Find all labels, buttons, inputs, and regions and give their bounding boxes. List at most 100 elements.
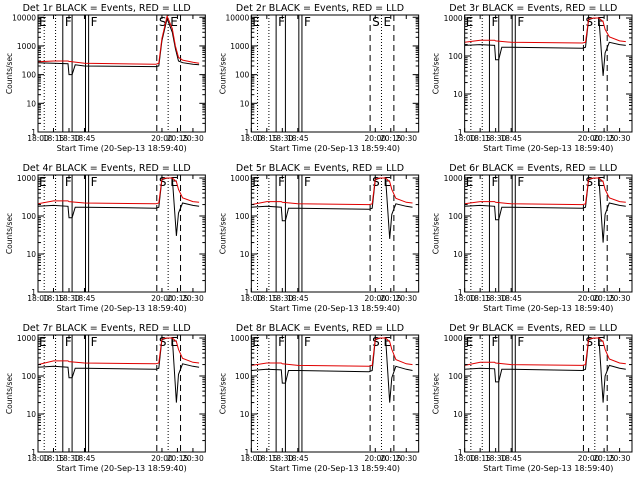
y-axis-label: Counts/sec bbox=[432, 373, 441, 414]
y-tick-label: 1000 bbox=[444, 14, 463, 23]
plot-frame bbox=[37, 334, 206, 453]
y-tick-label: 1000 bbox=[230, 174, 249, 183]
events-series-line bbox=[464, 17, 626, 76]
flag-annotation: E bbox=[597, 15, 605, 29]
y-tick-label: 100 bbox=[235, 71, 250, 80]
flag-annotation: E bbox=[466, 15, 474, 29]
flag-annotation: S bbox=[372, 335, 380, 349]
x-tick-label: 20:30 bbox=[182, 294, 204, 303]
x-tick-label: 18:30 bbox=[58, 294, 80, 303]
panel-title: Det 9r BLACK = Events, RED = LLD bbox=[449, 323, 617, 334]
flag-annotation: F bbox=[517, 15, 524, 29]
flag-annotation: F bbox=[65, 15, 72, 29]
plot-frame bbox=[37, 174, 206, 293]
flag-annotation: F bbox=[517, 175, 524, 189]
x-axis-label: Start Time (20-Sep-13 18:59:40) bbox=[483, 464, 613, 473]
flag-annotation: S bbox=[372, 15, 380, 29]
y-tick-label: 100 bbox=[448, 212, 463, 221]
x-tick-label: 18:45 bbox=[500, 294, 522, 303]
flag-annotation: S bbox=[586, 175, 594, 189]
x-tick-label: 20:30 bbox=[182, 454, 204, 463]
y-tick-label: 1000 bbox=[17, 174, 36, 183]
y-tick-label: 100 bbox=[22, 71, 37, 80]
x-tick-label: 20:00 bbox=[364, 454, 386, 463]
flag-annotation: F bbox=[492, 175, 499, 189]
flag-annotation: E bbox=[39, 15, 47, 29]
flag-annotation: E bbox=[252, 15, 260, 29]
plot-frame bbox=[37, 14, 206, 133]
y-tick-label: 1 bbox=[458, 448, 463, 457]
y-tick-label: 10000 bbox=[225, 13, 249, 22]
x-tick-label: 18:30 bbox=[272, 294, 294, 303]
x-tick-label: 20:00 bbox=[578, 294, 600, 303]
flag-annotation: E bbox=[252, 335, 260, 349]
x-tick-label: 18:00 bbox=[27, 294, 49, 303]
x-tick-label: 18:15 bbox=[256, 134, 278, 143]
y-tick-label: 10 bbox=[240, 250, 250, 259]
x-tick-label: 18:15 bbox=[469, 134, 491, 143]
flag-annotation: E bbox=[39, 175, 47, 189]
x-tick-label: 20:30 bbox=[609, 134, 631, 143]
y-tick-label: 10 bbox=[26, 250, 36, 259]
y-axis-label: Counts/sec bbox=[218, 53, 227, 94]
x-tick-label: 18:15 bbox=[469, 454, 491, 463]
plot-frame bbox=[250, 14, 420, 133]
x-tick-label: 18:45 bbox=[74, 134, 96, 143]
y-tick-label: 1 bbox=[458, 288, 463, 297]
flag-annotation: S bbox=[159, 175, 167, 189]
flag-annotation: E bbox=[170, 335, 178, 349]
flag-annotation: F bbox=[91, 15, 98, 29]
x-tick-label: 18:15 bbox=[43, 134, 65, 143]
plot-frame bbox=[464, 334, 633, 453]
flag-annotation: S bbox=[372, 175, 380, 189]
flag-annotation: S bbox=[159, 15, 167, 29]
x-tick-label: 18:00 bbox=[454, 454, 476, 463]
x-tick-label: 18:45 bbox=[287, 134, 309, 143]
x-axis-label: Start Time (20-Sep-13 18:59:40) bbox=[483, 144, 613, 153]
flag-annotation: S bbox=[159, 335, 167, 349]
x-tick-label: 18:15 bbox=[469, 294, 491, 303]
x-tick-label: 18:00 bbox=[27, 134, 49, 143]
x-tick-label: 20:15 bbox=[593, 454, 615, 463]
y-tick-label: 1000 bbox=[230, 334, 249, 343]
y-axis-label: Counts/sec bbox=[5, 53, 14, 94]
y-tick-label: 1 bbox=[245, 448, 250, 457]
y-tick-label: 1 bbox=[245, 128, 250, 137]
plot-frame bbox=[464, 174, 633, 293]
y-tick-label: 100 bbox=[235, 372, 250, 381]
x-tick-label: 18:15 bbox=[43, 294, 65, 303]
flag-annotation: F bbox=[278, 15, 285, 29]
plot-frame bbox=[250, 174, 420, 293]
x-axis-label: Start Time (20-Sep-13 18:59:40) bbox=[270, 144, 400, 153]
x-tick-label: 20:00 bbox=[151, 134, 173, 143]
x-tick-label: 18:30 bbox=[272, 454, 294, 463]
flag-annotation: E bbox=[252, 175, 260, 189]
y-tick-label: 10 bbox=[26, 410, 36, 419]
x-tick-label: 20:00 bbox=[364, 134, 386, 143]
x-tick-label: 18:00 bbox=[241, 294, 263, 303]
y-tick-label: 10 bbox=[453, 90, 463, 99]
flag-annotation: F bbox=[91, 335, 98, 349]
y-tick-label: 10000 bbox=[12, 13, 36, 22]
x-axis-label: Start Time (20-Sep-13 18:59:40) bbox=[57, 144, 187, 153]
y-tick-label: 10 bbox=[453, 410, 463, 419]
flag-annotation: E bbox=[39, 335, 47, 349]
y-axis-label: Counts/sec bbox=[432, 53, 441, 94]
x-tick-label: 20:00 bbox=[364, 294, 386, 303]
flag-annotation: E bbox=[384, 175, 392, 189]
events-series-line bbox=[38, 16, 200, 76]
panel-title: Det 3r BLACK = Events, RED = LLD bbox=[449, 3, 617, 14]
flag-annotation: E bbox=[466, 175, 474, 189]
x-tick-label: 18:00 bbox=[454, 294, 476, 303]
x-tick-label: 18:15 bbox=[256, 454, 278, 463]
x-tick-label: 18:45 bbox=[500, 454, 522, 463]
x-tick-label: 18:15 bbox=[256, 294, 278, 303]
x-tick-label: 20:15 bbox=[380, 134, 402, 143]
